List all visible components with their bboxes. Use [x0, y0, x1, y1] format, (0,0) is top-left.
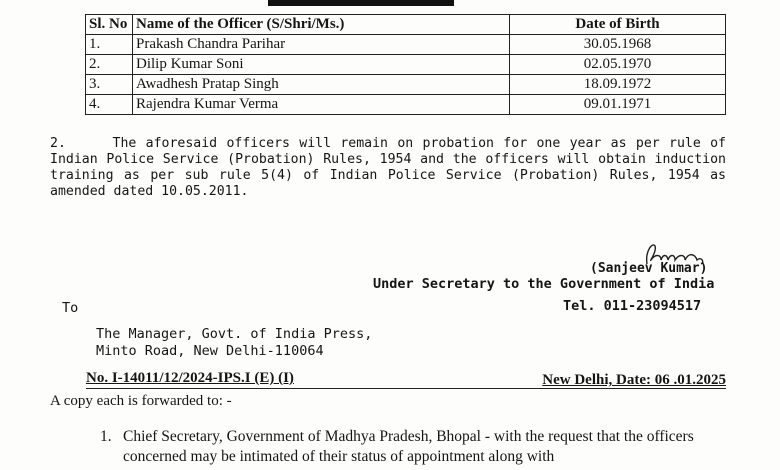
header-dob: Date of Birth	[509, 14, 726, 35]
header-name: Name of the Officer (S/Shri/Ms.)	[132, 14, 510, 35]
place-date: New Delhi, Date: 06 .01.2025	[542, 372, 726, 388]
cell-sl: 3.	[85, 74, 133, 95]
signatory-designation: Under Secretary to the Government of Ind…	[373, 276, 715, 292]
cell-dob: 09.01.1971	[509, 94, 726, 115]
officers-table: Sl. No Name of the Officer (S/Shri/Ms.) …	[85, 14, 726, 115]
reference-line: No. I-14011/12/2024-IPS.I (E) (I) New De…	[86, 370, 726, 389]
addressee: The Manager, Govt. of India Press, Minto…	[96, 326, 372, 360]
item-text: Chief Secretary, Government of Madhya Pr…	[123, 428, 694, 465]
reference-number: No. I-14011/12/2024-IPS.I (E) (I)	[86, 370, 294, 386]
cell-name: Dilip Kumar Soni	[132, 54, 510, 75]
header-bar-fragment	[268, 0, 454, 6]
table-header-row: Sl. No Name of the Officer (S/Shri/Ms.) …	[85, 14, 726, 35]
cell-sl: 4.	[85, 94, 133, 115]
addressee-line-2: Minto Road, New Delhi-110064	[96, 343, 324, 359]
cell-sl: 1.	[85, 34, 133, 55]
to-label: To	[62, 300, 79, 316]
cell-dob: 18.09.1972	[509, 74, 726, 95]
copy-intro: A copy each is forwarded to: -	[50, 393, 232, 409]
cell-dob: 30.05.1968	[509, 34, 726, 55]
cell-sl: 2.	[85, 54, 133, 75]
table-row: 4. Rajendra Kumar Verma 09.01.1971	[85, 94, 726, 115]
header-sl-no: Sl. No	[85, 14, 133, 35]
item-number: 1.	[100, 428, 112, 445]
table-row: 2. Dilip Kumar Soni 02.05.1970	[85, 54, 726, 75]
table-row: 1. Prakash Chandra Parihar 30.05.1968	[85, 34, 726, 55]
paragraph-2: 2. The aforesaid officers will remain on…	[50, 136, 726, 200]
cell-dob: 02.05.1970	[509, 54, 726, 75]
handwritten-signature	[645, 244, 704, 265]
signatory-name: (Sanjeev Kumar)	[590, 261, 708, 276]
copy-list-item: 1. Chief Secretary, Government of Madhya…	[100, 427, 740, 467]
cell-name: Rajendra Kumar Verma	[132, 94, 510, 115]
paragraph-text: The aforesaid officers will remain on pr…	[50, 136, 726, 199]
addressee-line-1: The Manager, Govt. of India Press,	[96, 326, 373, 342]
signatory-telephone: Tel. 011-23094517	[563, 298, 702, 314]
cell-name: Awadhesh Pratap Singh	[132, 74, 510, 95]
table-row: 3. Awadhesh Pratap Singh 18.09.1972	[85, 74, 726, 95]
cell-name: Prakash Chandra Parihar	[132, 34, 510, 55]
paragraph-number: 2.	[50, 136, 66, 151]
